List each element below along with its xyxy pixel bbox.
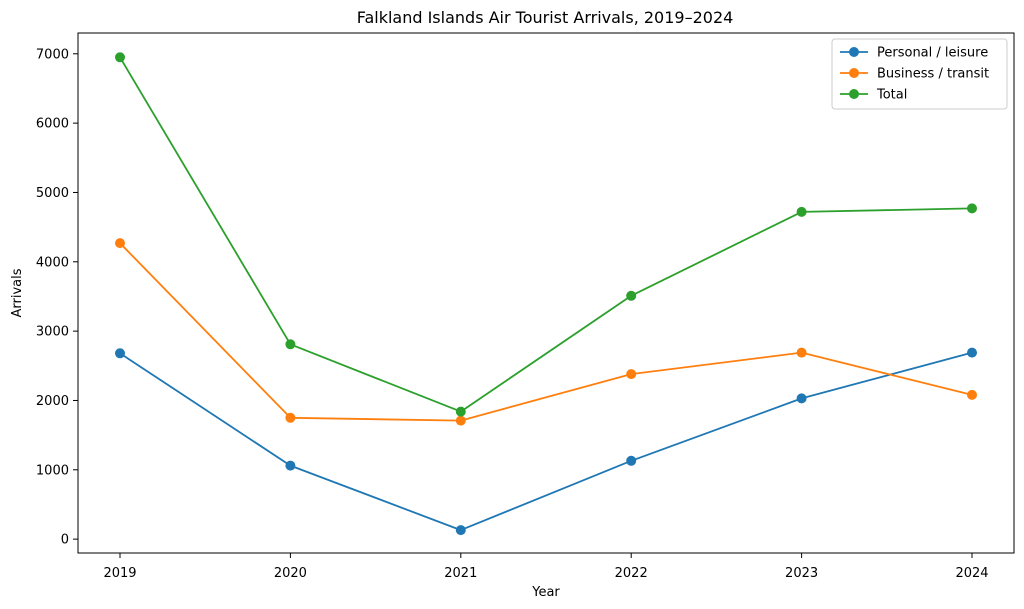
legend-box xyxy=(831,38,1008,110)
x-axis: 2019 2020 2021 2022 2023 2024 xyxy=(103,553,989,581)
chart-title: Falkland Islands Air Tourist Arrivals, 2… xyxy=(357,8,734,27)
x-tick-label: 2019 xyxy=(103,566,136,581)
data-point-personal-leisure xyxy=(455,525,466,536)
x-axis-label: Year xyxy=(531,585,560,600)
data-point-total xyxy=(626,290,637,301)
x-tick-label: 2024 xyxy=(955,566,988,581)
legend-label-total: Total xyxy=(876,88,907,103)
y-tick-label: 1000 xyxy=(36,463,69,478)
data-point-total xyxy=(285,339,296,350)
y-tick-label: 3000 xyxy=(36,325,69,340)
y-tick-label: 6000 xyxy=(36,117,69,132)
data-point-personal-leisure xyxy=(796,393,807,404)
legend-marker-business-transit xyxy=(849,68,859,78)
data-point-business-transit xyxy=(796,347,807,358)
y-tick-label: 4000 xyxy=(36,255,69,270)
data-point-business-transit xyxy=(455,415,466,426)
data-point-total xyxy=(967,203,977,214)
series-layer xyxy=(115,52,977,536)
x-tick-label: 2023 xyxy=(785,566,818,581)
data-point-personal-leisure xyxy=(626,455,637,466)
data-point-business-transit xyxy=(967,389,977,400)
y-axis: 0 1000 2000 3000 4000 5000 6000 7000 xyxy=(36,47,78,548)
x-tick-label: 2020 xyxy=(274,566,307,581)
y-tick-label: 7000 xyxy=(36,47,69,62)
legend-label-business-transit: Business / transit xyxy=(877,67,989,82)
legend-marker-personal-leisure xyxy=(849,47,859,57)
legend-label-personal-leisure: Personal / leisure xyxy=(877,46,988,61)
x-tick-label: 2022 xyxy=(615,566,648,581)
y-tick-label: 0 xyxy=(61,533,69,548)
data-point-personal-leisure xyxy=(967,347,977,358)
legend: Personal / leisure Business / transit Tota… xyxy=(831,38,1008,110)
plot-area-frame xyxy=(77,32,1015,554)
series-line-total xyxy=(119,56,973,413)
y-axis-label: Arrivals xyxy=(10,268,25,317)
data-point-business-transit xyxy=(115,238,125,249)
data-point-personal-leisure xyxy=(115,348,125,359)
series-personal-leisure xyxy=(115,347,977,536)
legend-marker-total xyxy=(849,89,859,99)
series-line-business-transit xyxy=(119,242,973,422)
data-point-personal-leisure xyxy=(285,460,296,471)
data-point-business-transit xyxy=(626,369,637,380)
y-tick-label: 2000 xyxy=(36,394,69,409)
data-point-business-transit xyxy=(285,412,296,423)
data-point-total xyxy=(796,206,807,217)
series-total xyxy=(115,52,977,417)
y-tick-label: 5000 xyxy=(36,186,69,201)
data-point-total xyxy=(455,406,466,417)
data-point-total xyxy=(115,52,125,63)
x-tick-label: 2021 xyxy=(444,566,477,581)
series-business-transit xyxy=(115,238,977,426)
series-line-personal-leisure xyxy=(119,351,973,531)
